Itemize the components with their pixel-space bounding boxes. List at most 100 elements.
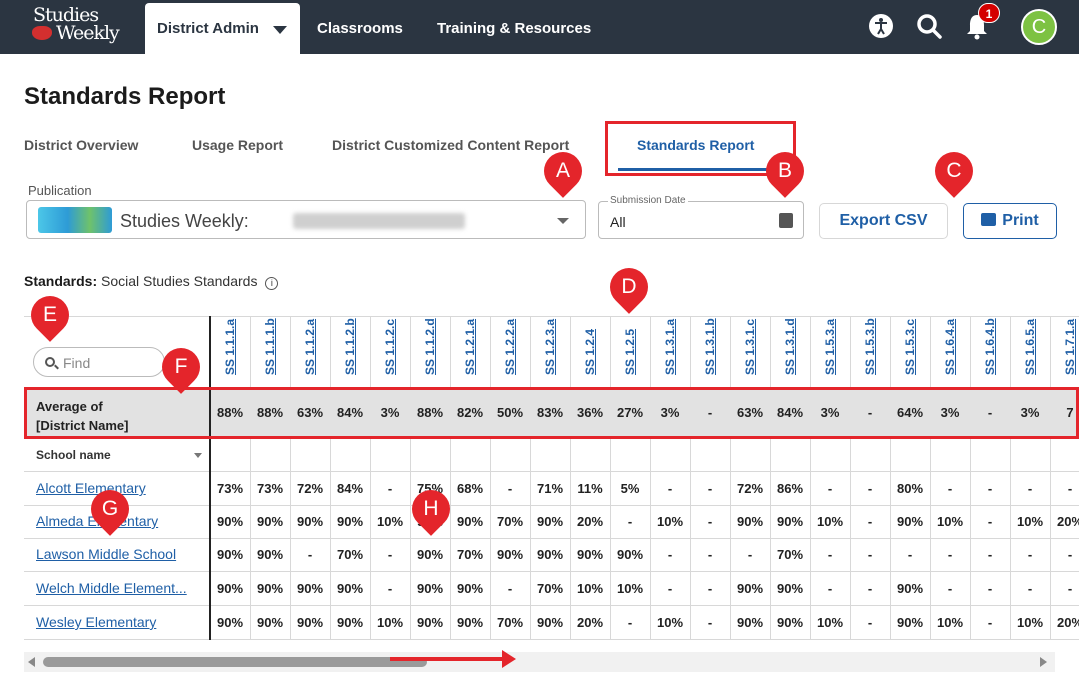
standard-column-header[interactable]: SS 1.3.1.a [650, 316, 690, 388]
standard-column-header[interactable]: SS 1.3.1.b [690, 316, 730, 388]
standard-code-link[interactable]: SS 1.1.2.a [303, 318, 317, 375]
standard-column-header[interactable]: SS 1.3.1.d [770, 316, 810, 388]
standard-code-link[interactable]: SS 1.6.5.a [1023, 318, 1037, 375]
standard-code-link[interactable]: SS 1.2.5 [623, 328, 637, 375]
standard-code-link[interactable]: SS 1.2.3.a [543, 318, 557, 375]
standard-code-link[interactable]: SS 1.2.4 [583, 328, 597, 375]
score-cell: - [707, 481, 713, 496]
average-label: Average of [District Name] [36, 399, 129, 433]
scroll-left-arrow-icon[interactable] [28, 657, 35, 667]
nav-training-resources[interactable]: Training & Resources [437, 20, 592, 37]
score-cell: - [667, 481, 673, 496]
standard-column-header[interactable]: SS 1.1.1.b [250, 316, 290, 388]
standard-code-link[interactable]: SS 1.5.3.a [823, 318, 837, 375]
scroll-thumb[interactable] [43, 657, 427, 667]
average-cell: 88% [256, 405, 284, 420]
standard-column-header[interactable]: SS 1.1.2.a [290, 316, 330, 388]
standard-column-header[interactable]: SS 1.2.2.a [490, 316, 530, 388]
standard-column-header[interactable]: SS 1.1.2.d [410, 316, 450, 388]
score-cell: - [707, 615, 713, 630]
score-cell: 90% [216, 581, 244, 596]
standard-code-link[interactable]: SS 1.5.3.c [903, 318, 917, 375]
export-csv-button[interactable]: Export CSV [819, 203, 948, 239]
standard-column-header[interactable]: SS 1.5.3.b [850, 316, 890, 388]
standard-column-header[interactable]: SS 1.2.3.a [530, 316, 570, 388]
school-name-link[interactable]: Lawson Middle School [36, 546, 177, 562]
score-cell: 70% [336, 547, 364, 562]
standard-column-header[interactable]: SS 1.6.4.b [970, 316, 1010, 388]
horizontal-scrollbar[interactable] [24, 652, 1055, 672]
grid-line [24, 538, 1079, 539]
standards-value: Social Studies Standards [101, 273, 258, 289]
search-icon[interactable] [915, 12, 943, 40]
score-cell: - [707, 514, 713, 529]
score-cell: 10% [376, 615, 404, 630]
standard-code-link[interactable]: SS 1.2.2.a [503, 318, 517, 375]
score-cell: 73% [256, 481, 284, 496]
tab-district-customized-content-report[interactable]: District Customized Content Report [332, 137, 570, 153]
nav-district-admin[interactable]: District Admin [145, 3, 300, 54]
score-cell: 90% [896, 514, 924, 529]
standard-code-link[interactable]: SS 1.3.1.b [703, 318, 717, 375]
page-title: Standards Report [24, 83, 226, 110]
avatar[interactable]: C [1021, 9, 1057, 45]
standard-code-link[interactable]: SS 1.1.1.a [223, 318, 237, 375]
callout-marker-e: E [23, 288, 77, 342]
tab-standards-report[interactable]: Standards Report [637, 137, 755, 153]
score-cell: 10% [816, 615, 844, 630]
standard-column-header[interactable]: SS 1.2.1.a [450, 316, 490, 388]
standard-code-link[interactable]: SS 1.2.1.a [463, 318, 477, 375]
standard-column-header[interactable]: SS 1.1.2.c [370, 316, 410, 388]
submission-date-field[interactable]: Submission Date All [598, 195, 804, 239]
standard-code-link[interactable]: SS 1.3.1.a [663, 318, 677, 375]
school-name-link[interactable]: Welch Middle Element... [36, 580, 187, 596]
score-cell: 10% [1016, 514, 1044, 529]
standard-column-header[interactable]: SS 1.6.4.a [930, 316, 970, 388]
tab-district-overview[interactable]: District Overview [24, 137, 139, 153]
highlight-box-average-row [24, 387, 1079, 439]
find-input[interactable]: Find [33, 347, 165, 377]
standard-code-link[interactable]: SS 1.1.1.b [263, 318, 277, 375]
accessibility-icon[interactable] [867, 12, 895, 40]
publication-select[interactable]: Studies Weekly: [26, 200, 586, 239]
score-cell: 90% [456, 514, 484, 529]
score-cell: - [987, 514, 993, 529]
standard-column-header[interactable]: SS 1.3.1.c [730, 316, 770, 388]
standard-code-link[interactable]: SS 1.1.2.b [343, 318, 357, 375]
standard-code-link[interactable]: SS 1.1.2.d [423, 318, 437, 375]
tab-usage-report[interactable]: Usage Report [192, 137, 284, 153]
standard-code-link[interactable]: SS 1.7.1.a [1063, 318, 1077, 375]
standard-column-header[interactable]: SS 1.5.3.a [810, 316, 850, 388]
standard-code-link[interactable]: SS 1.6.4.a [943, 318, 957, 375]
standard-column-header[interactable]: SS 1.7.1.a [1050, 316, 1079, 388]
standard-code-link[interactable]: SS 1.5.3.b [863, 318, 877, 375]
studies-weekly-logo[interactable]: Studies Weekly [32, 4, 120, 44]
standard-column-header[interactable]: SS 1.2.4 [570, 316, 610, 388]
standard-column-header[interactable]: SS 1.6.5.a [1010, 316, 1050, 388]
grid-line [450, 316, 451, 640]
grid-line [24, 471, 1079, 472]
score-cell: 90% [256, 547, 284, 562]
nav-classrooms[interactable]: Classrooms [317, 20, 403, 37]
calendar-icon[interactable] [779, 213, 793, 228]
standard-column-header[interactable]: SS 1.5.3.c [890, 316, 930, 388]
average-cell: - [707, 405, 713, 420]
standard-column-header[interactable]: SS 1.1.2.b [330, 316, 370, 388]
scroll-right-arrow-icon[interactable] [1040, 657, 1047, 667]
standard-code-link[interactable]: SS 1.3.1.d [783, 318, 797, 375]
standard-code-link[interactable]: SS 1.6.4.b [983, 318, 997, 375]
info-icon[interactable]: i [265, 277, 279, 290]
chevron-down-icon[interactable] [194, 453, 202, 458]
score-cell: - [1027, 481, 1033, 496]
publication-value: Studies Weekly: [120, 211, 249, 231]
standard-code-link[interactable]: SS 1.1.2.c [383, 318, 397, 375]
score-cell: - [907, 547, 913, 562]
find-placeholder: Find [63, 355, 91, 371]
standard-column-header[interactable]: SS 1.1.1.a [210, 316, 250, 388]
standard-code-link[interactable]: SS 1.3.1.c [743, 318, 757, 375]
school-name-link[interactable]: Wesley Elementary [36, 614, 157, 630]
average-cell: 3% [1020, 405, 1040, 420]
print-button[interactable]: Print [963, 203, 1057, 239]
standard-column-header[interactable]: SS 1.2.5 [610, 316, 650, 388]
school-name-header[interactable]: School name [36, 448, 111, 462]
